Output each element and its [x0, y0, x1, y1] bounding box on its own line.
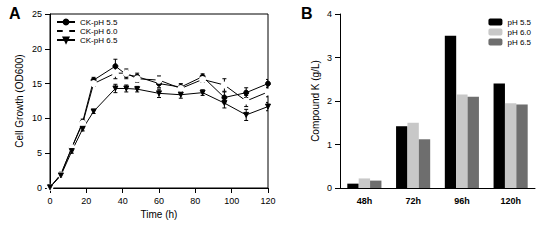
svg-text:Compound K (g/L): Compound K (g/L)	[310, 60, 321, 142]
svg-text:0: 0	[47, 196, 52, 206]
svg-text:2: 2	[327, 96, 332, 106]
svg-text:pH 6.0: pH 6.0	[507, 28, 531, 37]
svg-text:72h: 72h	[405, 196, 421, 206]
svg-text:pH 6.5: pH 6.5	[507, 38, 531, 47]
svg-text:0: 0	[327, 183, 332, 193]
svg-text:120h: 120h	[500, 196, 521, 206]
svg-text:3: 3	[327, 53, 332, 63]
svg-text:60: 60	[154, 196, 164, 206]
svg-text:10: 10	[32, 113, 42, 123]
svg-text:120: 120	[260, 196, 275, 206]
svg-text:96h: 96h	[454, 196, 470, 206]
svg-text:5: 5	[37, 148, 42, 158]
svg-text:Cell Growth (OD600): Cell Growth (OD600)	[14, 54, 25, 147]
svg-text:20: 20	[81, 196, 91, 206]
svg-text:100: 100	[224, 196, 239, 206]
svg-text:4: 4	[327, 9, 332, 19]
svg-text:0: 0	[37, 183, 42, 193]
svg-text:pH 5.5: pH 5.5	[507, 18, 531, 27]
svg-text:20: 20	[32, 44, 42, 54]
svg-text:A: A	[9, 5, 21, 22]
svg-text:15: 15	[32, 79, 42, 89]
svg-text:CK-pH 5.5: CK-pH 5.5	[80, 18, 118, 27]
svg-text:40: 40	[118, 196, 128, 206]
svg-text:CK-pH 6.5: CK-pH 6.5	[80, 36, 118, 45]
svg-text:25: 25	[32, 9, 42, 19]
svg-text:B: B	[301, 5, 313, 22]
svg-text:80: 80	[190, 196, 200, 206]
svg-text:48h: 48h	[357, 196, 373, 206]
svg-text:Time (h): Time (h)	[141, 209, 178, 220]
svg-text:1: 1	[327, 140, 332, 150]
svg-text:CK-pH 6.0: CK-pH 6.0	[80, 27, 118, 36]
